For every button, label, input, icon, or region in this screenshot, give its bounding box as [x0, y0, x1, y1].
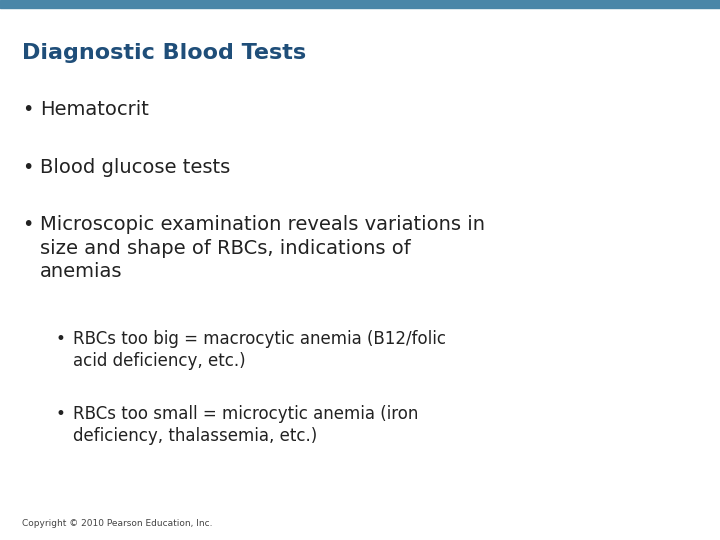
Text: •: •	[55, 330, 65, 348]
Text: •: •	[22, 215, 33, 234]
Text: •: •	[22, 158, 33, 177]
Text: •: •	[22, 100, 33, 119]
Bar	[0, 0, 720, 8]
Text: RBCs too small = microcytic anemia (iron
deficiency, thalassemia, etc.): RBCs too small = microcytic anemia (iron…	[73, 405, 418, 445]
Text: Copyright © 2010 Pearson Education, Inc.: Copyright © 2010 Pearson Education, Inc.	[22, 519, 212, 528]
Text: RBCs too big = macrocytic anemia (B12/folic
acid deficiency, etc.): RBCs too big = macrocytic anemia (B12/fo…	[73, 330, 446, 370]
Text: •: •	[55, 405, 65, 423]
Text: Blood glucose tests: Blood glucose tests	[40, 158, 230, 177]
Text: Microscopic examination reveals variations in
size and shape of RBCs, indication: Microscopic examination reveals variatio…	[40, 215, 485, 281]
Text: Diagnostic Blood Tests: Diagnostic Blood Tests	[22, 43, 306, 63]
Text: Hematocrit: Hematocrit	[40, 100, 149, 119]
